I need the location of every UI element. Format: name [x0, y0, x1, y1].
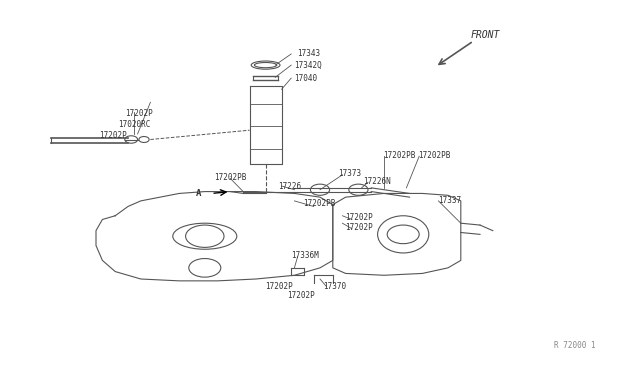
Text: 17370: 17370 — [323, 282, 346, 291]
Text: 17226N: 17226N — [364, 177, 391, 186]
Text: 17040: 17040 — [294, 74, 317, 83]
Text: 17202P: 17202P — [266, 282, 293, 291]
Text: 17202PB: 17202PB — [418, 151, 451, 160]
Text: 17202PB: 17202PB — [383, 151, 415, 160]
Text: 17337: 17337 — [438, 196, 461, 205]
Text: 17373: 17373 — [338, 169, 361, 178]
Text: 17202P: 17202P — [346, 213, 373, 222]
Text: 17226: 17226 — [278, 182, 301, 190]
Text: 17020RC: 17020RC — [118, 120, 151, 129]
Text: 17202P: 17202P — [125, 109, 152, 118]
Text: 17202PB: 17202PB — [214, 173, 247, 182]
Text: 17202P: 17202P — [287, 291, 314, 300]
Text: 17202P: 17202P — [346, 223, 373, 232]
Text: 17202P: 17202P — [99, 131, 127, 140]
Text: FRONT: FRONT — [470, 31, 500, 40]
Text: R 72000 1: R 72000 1 — [554, 341, 595, 350]
Text: 17343: 17343 — [298, 49, 321, 58]
Text: 17342Q: 17342Q — [294, 61, 322, 70]
Text: 17202PB: 17202PB — [303, 199, 335, 208]
Text: 17336M: 17336M — [291, 251, 319, 260]
Text: A: A — [196, 189, 202, 198]
